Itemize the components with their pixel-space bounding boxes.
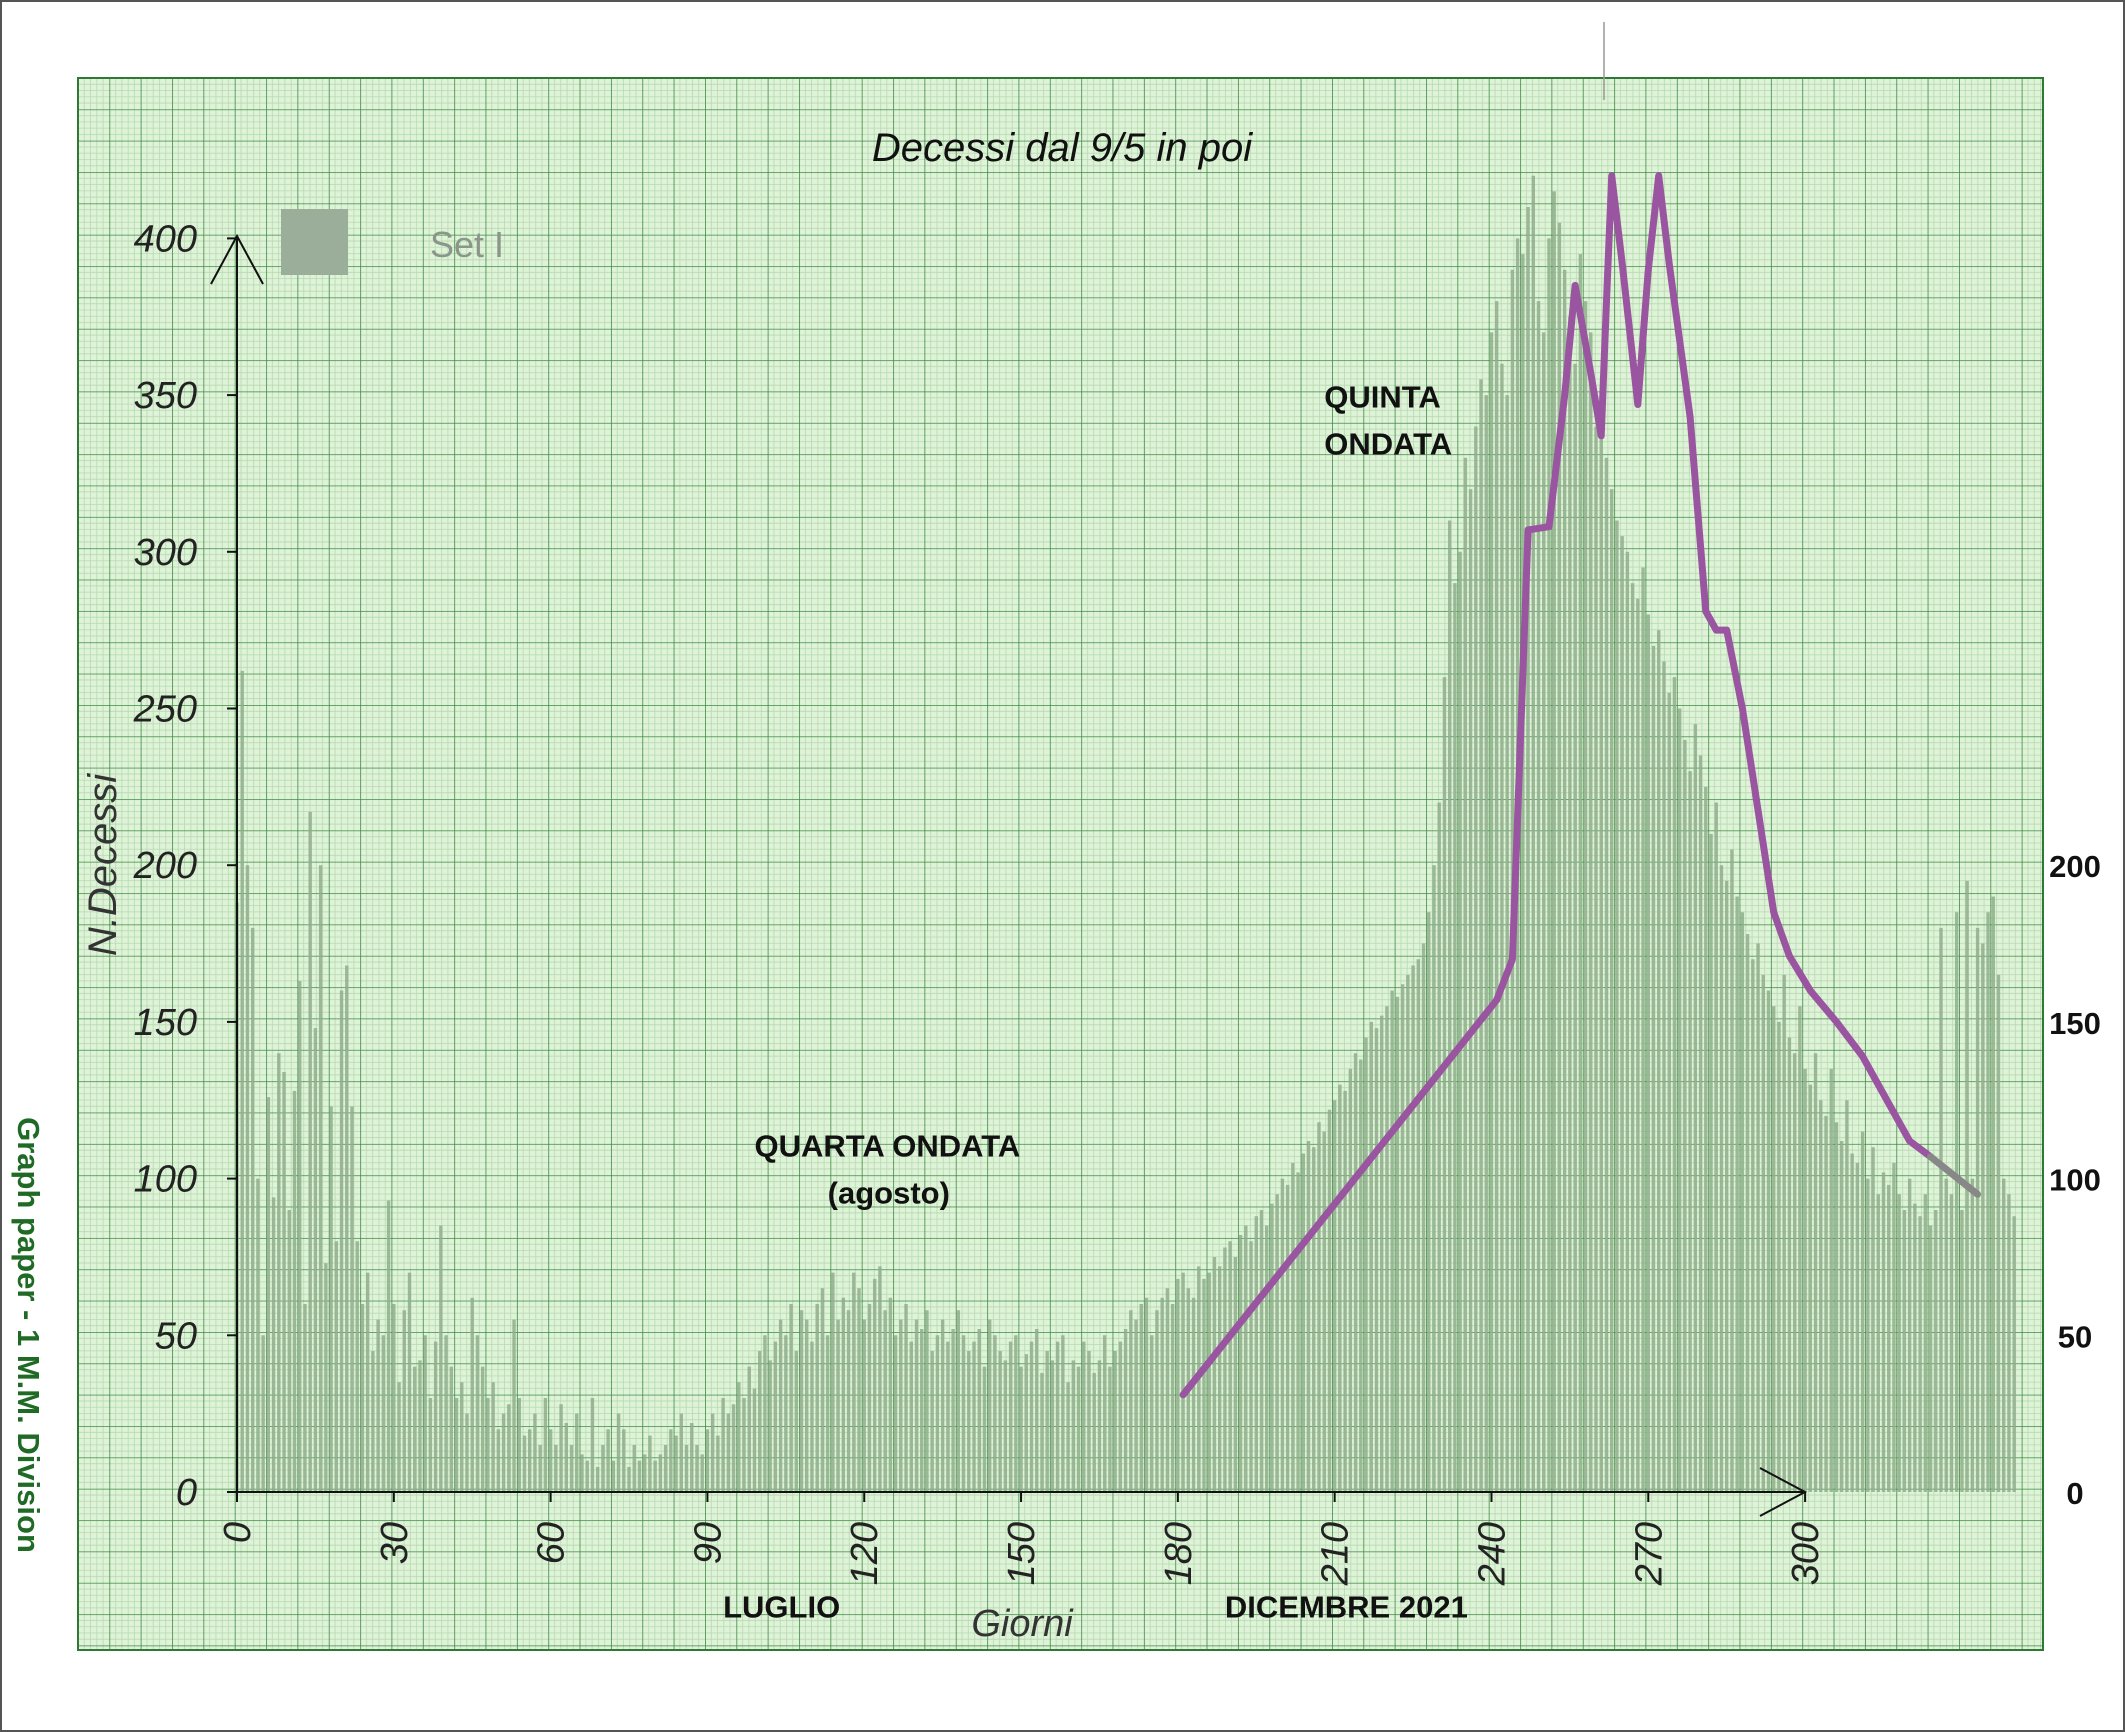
x-tick-label: 0 [217,1522,259,1543]
y-tick-label: 300 [134,532,197,574]
annotation: (agosto) [828,1176,950,1211]
y-axis-arrow-icon [210,233,264,285]
trend-line-tail [1927,1153,1982,1198]
y-tick-label: 250 [133,689,197,731]
x-tick-label: 150 [1001,1522,1043,1585]
y-tick-label: 150 [134,1002,197,1044]
legend-label: Set I [430,224,504,265]
y-tick-label: 50 [155,1315,197,1357]
x-tick-label: 30 [374,1522,416,1564]
x-tick-label: 270 [1628,1522,1670,1586]
annotations-layer: QUINTA ONDATA QUARTA ONDATA (agosto) LUGLIO D… [723,380,1468,1625]
x-tick-label: 120 [844,1522,886,1585]
right-axis-tick-label: 100 [2049,1163,2101,1198]
chart-title: Decessi dal 9/5 in poi [872,126,1253,170]
trend-layer [1179,172,1982,1399]
annotation: QUARTA ONDATA [754,1129,1020,1164]
side-label: Graph paper - 1 M.M. Division [11,1117,46,1553]
trend-line [1179,172,1934,1399]
annotation: ONDATA [1324,427,1452,462]
y-axis-label: N.Decessi [81,773,125,956]
legend-swatch [281,209,348,275]
right-axis-tick-label: 200 [2049,849,2101,884]
y-tick-label: 350 [134,375,197,417]
x-tick-label: 90 [687,1522,729,1564]
x-tick-label: 60 [531,1522,573,1564]
x-tick-label: 210 [1315,1522,1357,1586]
y-tick-label: 200 [133,845,197,887]
right-axis-tick-label: 50 [2058,1319,2092,1354]
x-tick-label: 300 [1785,1522,1827,1585]
x-tick-label: 180 [1158,1522,1200,1585]
y-tick-label: 100 [134,1159,197,1201]
x-tick-label: 240 [1471,1522,1513,1586]
annotation: LUGLIO [723,1589,840,1624]
y-tick-label: 0 [176,1472,197,1514]
ticks-layer: 0 50 100 150 200 250 300 350 400 0 30 60 90 120 150 180… [133,218,2101,1586]
annotation: QUINTA [1324,380,1441,415]
y-tick-label: 400 [134,218,197,260]
right-axis-tick-label: 150 [2049,1006,2101,1041]
x-axis-label: Giorni [971,1603,1074,1645]
right-axis-tick-label: 0 [2066,1476,2083,1511]
annotation: DICEMBRE 2021 [1225,1589,1468,1624]
